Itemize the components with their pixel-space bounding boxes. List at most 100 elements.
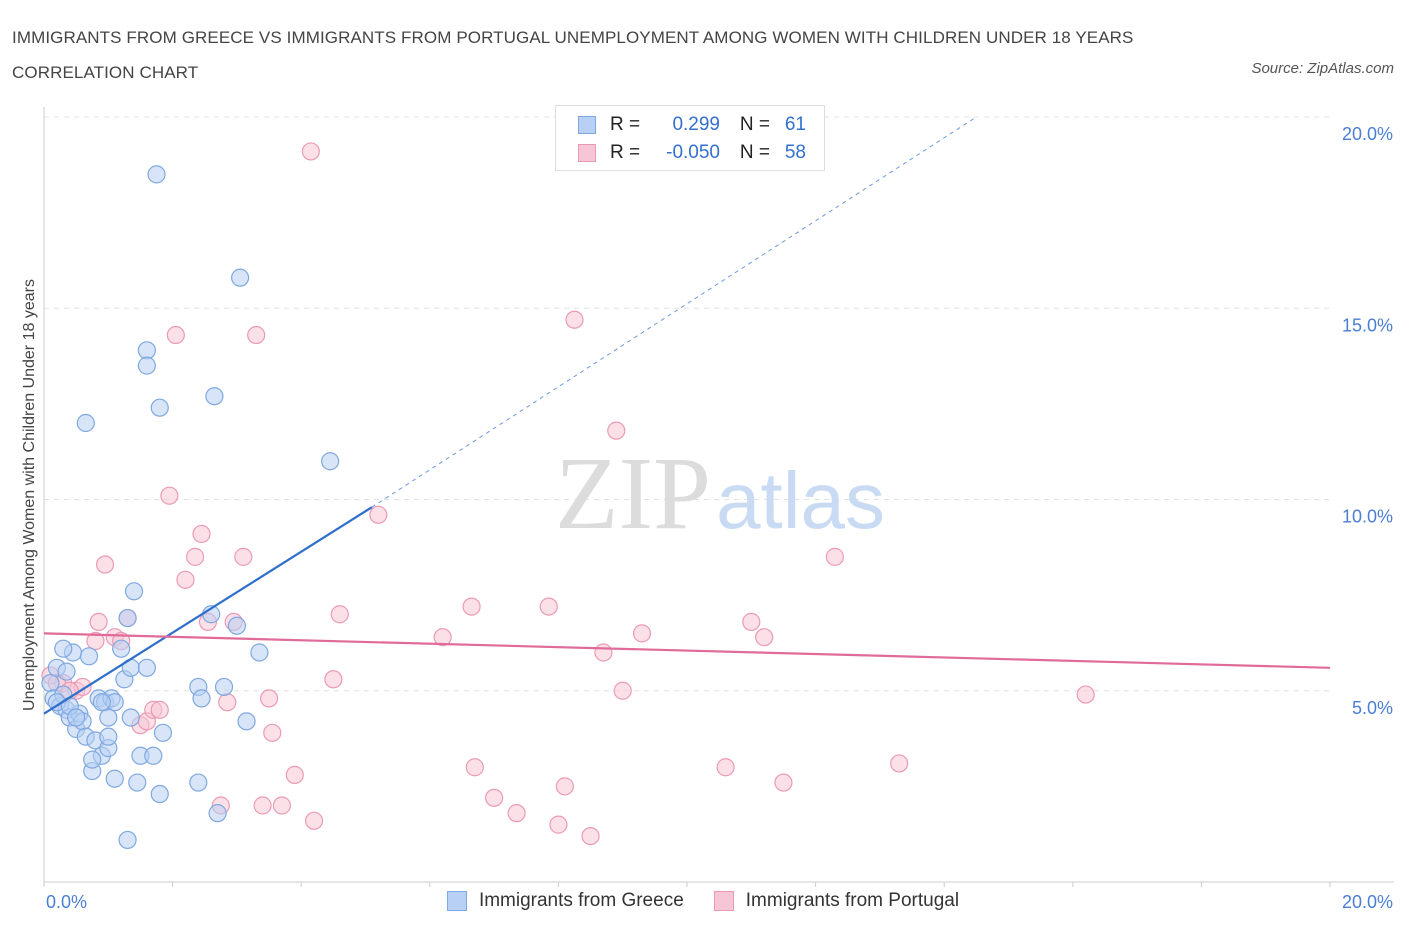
portugal-point: [301, 142, 320, 161]
portugal-point: [330, 605, 349, 624]
portugal-point: [150, 700, 169, 719]
portugal-point: [259, 689, 279, 708]
portugal-point: [234, 547, 253, 566]
portugal-point: [594, 643, 613, 662]
source-note: Source: ZipAtlas.com: [1251, 60, 1394, 77]
portugal-point: [272, 796, 292, 815]
greece-swatch: [578, 116, 596, 134]
y-tick-label: 10.0%: [1342, 507, 1393, 527]
portugal-point: [95, 555, 115, 574]
portugal-point: [565, 310, 584, 329]
greece-points: [41, 165, 340, 850]
greece-legend-label: Immigrants from Greece: [478, 890, 684, 911]
greece-point: [137, 658, 156, 677]
x-tick-label: 0.0%: [46, 892, 87, 912]
y-tick-label: 20.0%: [1342, 124, 1393, 144]
portugal-point: [485, 788, 504, 807]
legend-row-greece: R = 0.299 N = 61: [578, 112, 806, 138]
portugal-point: [465, 758, 484, 777]
portugal-point: [774, 773, 793, 792]
portugal-point: [218, 693, 237, 712]
portugal-point: [825, 547, 844, 566]
greece-point: [118, 830, 137, 850]
portugal-r-value: -0.050: [666, 142, 720, 163]
greece-point: [231, 268, 250, 287]
portugal-legend-swatch: [713, 891, 734, 911]
n-label: N =: [739, 142, 770, 163]
portugal-point: [607, 421, 626, 440]
greece-point: [150, 784, 169, 804]
portugal-point: [433, 628, 452, 647]
portugal-point: [369, 505, 388, 524]
y-axis-label: Unemployment Among Women with Children U…: [21, 279, 38, 711]
portugal-point: [507, 804, 526, 823]
portugal-point: [581, 826, 600, 846]
greece-point: [121, 708, 140, 727]
greece-point: [153, 723, 173, 742]
y-tick-label: 5.0%: [1352, 698, 1393, 718]
portugal-point: [1076, 685, 1095, 704]
portugal-point: [89, 612, 108, 632]
tick-labels: 5.0% 10.0% 15.0% 20.0% 0.0% 20.0%: [46, 124, 1393, 912]
r-label: R =: [610, 142, 641, 163]
greece-point: [189, 773, 208, 792]
greece-point: [128, 773, 147, 792]
portugal-swatch: [578, 144, 596, 162]
n-label: N =: [739, 114, 770, 135]
greece-point: [137, 341, 156, 360]
greece-point: [67, 708, 86, 727]
greece-point: [227, 616, 246, 635]
portugal-n-value: 58: [784, 142, 806, 163]
portugal-point: [186, 547, 205, 566]
greece-point: [208, 804, 227, 823]
portugal-point: [632, 624, 652, 643]
portugal-point: [555, 777, 574, 796]
greece-point: [54, 639, 73, 658]
greece-point: [112, 639, 131, 658]
greece-point: [105, 769, 124, 788]
chart-title: IMMIGRANTS FROM GREECE VS IMMIGRANTS FRO…: [12, 28, 1134, 82]
greece-point: [92, 693, 111, 712]
portugal-point: [462, 597, 481, 616]
greece-r-value: 0.299: [672, 114, 720, 135]
regression-lines: [43, 116, 1331, 715]
portugal-point: [86, 631, 105, 651]
portugal-point: [247, 325, 266, 345]
watermark-atlas: atlas: [716, 456, 885, 545]
greece-n-value: 61: [784, 114, 806, 135]
correlation-legend: R = 0.299 N = 61 R = -0.050 N = 58: [555, 105, 825, 171]
watermark: ZIP atlas: [555, 436, 885, 551]
portugal-point: [160, 486, 179, 505]
series-legend: Immigrants from Greece Immigrants from P…: [0, 890, 1406, 912]
portugal-point: [716, 758, 735, 777]
portugal-point: [253, 796, 272, 815]
legend-item-greece[interactable]: Immigrants from Greece: [446, 890, 684, 912]
portugal-point: [742, 612, 761, 632]
greece-point: [147, 165, 166, 184]
portugal-point: [285, 765, 304, 785]
legend-item-portugal[interactable]: Immigrants from Portugal: [713, 890, 960, 912]
greece-point: [79, 647, 99, 666]
greece-point: [76, 413, 95, 433]
greece-point: [99, 708, 118, 727]
portugal-point: [304, 811, 324, 830]
portugal-legend-label: Immigrants from Portugal: [745, 890, 960, 911]
greece-point: [192, 689, 211, 708]
portugal-point: [539, 597, 558, 616]
portugal-point: [176, 570, 195, 589]
axes: [43, 107, 1394, 887]
greece-point: [250, 643, 269, 662]
greece-point: [205, 387, 224, 406]
greece-trend-line: [43, 506, 373, 715]
greece-point: [57, 662, 76, 681]
greece-point: [99, 727, 118, 746]
portugal-point: [263, 723, 282, 742]
greece-point: [321, 452, 340, 471]
grid-lines: [44, 116, 1330, 692]
legend-row-portugal: R = -0.050 N = 58: [578, 140, 806, 166]
greece-point: [137, 356, 156, 375]
portugal-point: [755, 628, 774, 647]
greece-legend-swatch: [446, 891, 467, 911]
x-tick-label: 20.0%: [1342, 892, 1393, 912]
